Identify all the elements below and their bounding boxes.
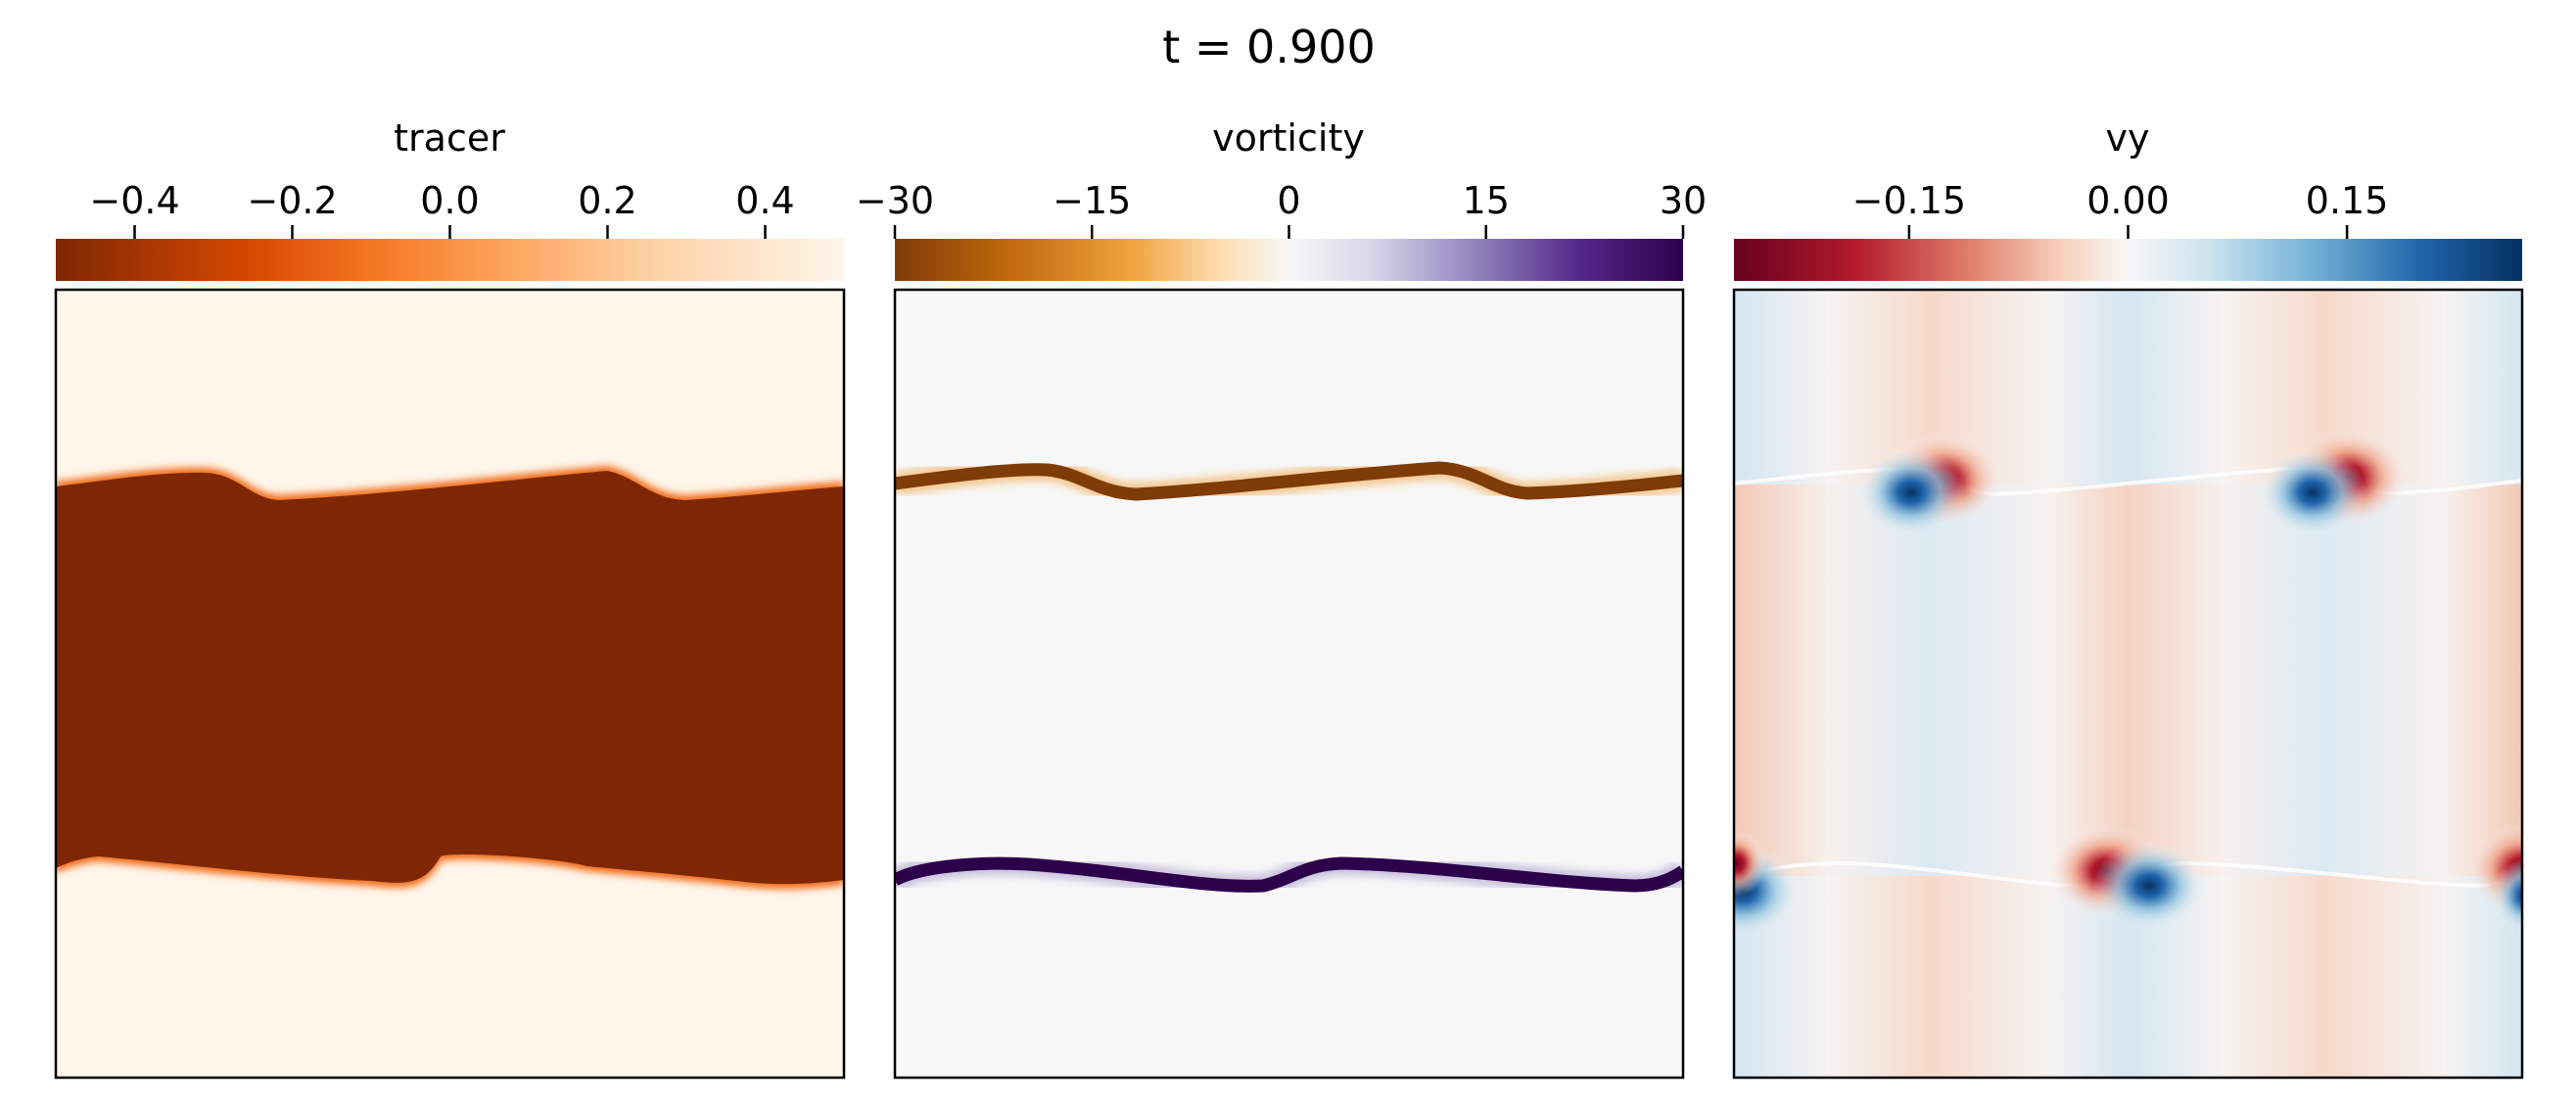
colorbar-tick-label: −15 — [1053, 179, 1131, 222]
colorbar-tick-label: −30 — [856, 179, 934, 222]
vy-dipole-blue-1 — [1857, 447, 1965, 537]
colorbar-tick-label: 0.0 — [420, 179, 479, 222]
vorticity-field-background — [895, 290, 1683, 1078]
vorticity-lower-layer — [895, 856, 1683, 893]
vy-dipole-blue-2 — [2259, 447, 2366, 537]
tracer-panel: tracer −0.4 −0.2 0.0 0.2 0.4 — [54, 116, 846, 1080]
colorbar-tick-label: 0.00 — [2086, 179, 2170, 222]
vy-colorbar-label: vy — [2106, 116, 2150, 160]
colorbar-tick-label: 0.4 — [735, 179, 794, 222]
vy-axes-frame — [1732, 288, 2524, 1080]
colorbar-tick-label: −0.4 — [89, 179, 179, 222]
vorticity-colorbar-ticks: −30 −15 0 15 30 — [856, 179, 1707, 239]
colorbar-tick-label: 30 — [1660, 179, 1707, 222]
vy-colorbar — [1734, 239, 2522, 281]
colorbar-tick-label: −0.2 — [247, 179, 337, 222]
tracer-band — [56, 471, 844, 885]
tracer-colorbar — [56, 239, 844, 281]
vy-dipole-blue-5 — [2492, 858, 2522, 933]
vorticity-colorbar-label: vorticity — [1212, 116, 1365, 160]
tracer-colorbar-label: tracer — [394, 116, 505, 160]
colorbar-tick-label: 0 — [1277, 179, 1300, 222]
vorticity-upper-layer — [895, 461, 1683, 501]
tracer-colorbar-ticks: −0.4 −0.2 0.0 0.2 0.4 — [89, 179, 795, 239]
colorbar-tick-label: 0.2 — [578, 179, 636, 222]
vy-dipole-blue-3 — [2092, 841, 2206, 931]
tracer-axes-frame — [54, 288, 846, 1080]
vy-dipole-red-5 — [1734, 830, 1766, 897]
colorbar-tick-label: −0.15 — [1852, 179, 1966, 222]
colorbar-tick-label: 0.15 — [2306, 179, 2389, 222]
vorticity-panel: vorticity −30 −15 0 15 30 — [856, 116, 1707, 1080]
vy-field-band — [1734, 484, 2522, 881]
figure-title: t = 0.900 — [1162, 21, 1376, 73]
vy-colorbar-ticks: −0.15 0.00 0.15 — [1852, 179, 2389, 239]
vy-panel: vy −0.15 0.00 0.15 — [1732, 116, 2524, 1080]
vorticity-axes-frame — [893, 288, 1685, 1080]
vorticity-colorbar — [895, 239, 1683, 281]
colorbar-tick-label: 15 — [1463, 179, 1510, 222]
